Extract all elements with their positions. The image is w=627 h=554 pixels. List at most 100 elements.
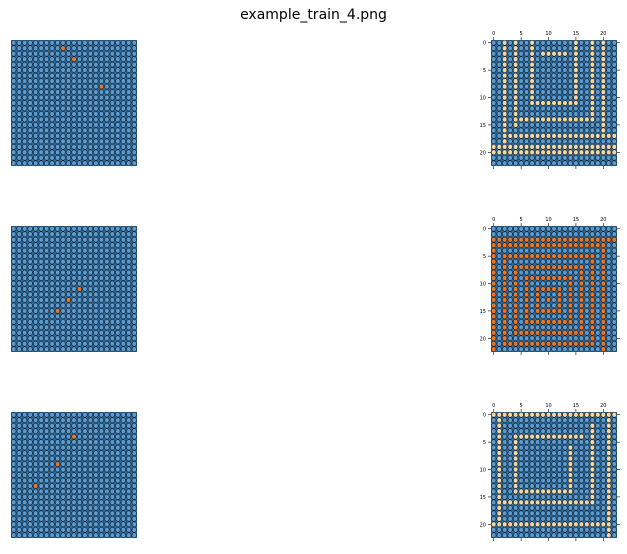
grid-cell <box>491 253 497 259</box>
grid-cell <box>27 466 33 473</box>
grid-cell <box>49 275 55 281</box>
grid-cell <box>600 39 606 46</box>
grid-cell <box>104 236 110 243</box>
grid-cell <box>93 133 99 139</box>
grid-cell <box>11 231 17 237</box>
grid-cell <box>584 330 590 336</box>
grid-cell <box>104 258 110 265</box>
grid-cell <box>82 483 88 489</box>
grid-cell <box>33 56 39 62</box>
grid-cell <box>60 231 66 237</box>
grid-cell <box>11 302 17 309</box>
grid-cell <box>115 297 121 303</box>
grid-cell <box>556 346 563 353</box>
grid-cell <box>115 324 121 331</box>
grid-cell <box>98 50 104 57</box>
x-tick-label: 15 <box>573 217 579 223</box>
grid-cell <box>87 67 93 73</box>
grid-cell <box>589 149 595 156</box>
grid-cell <box>65 433 72 440</box>
grid-cell <box>44 488 50 495</box>
grid-cell <box>562 78 568 84</box>
grid-cell <box>65 494 72 500</box>
grid-cell <box>98 297 104 303</box>
grid-cell <box>551 455 557 462</box>
grid-cell <box>115 341 121 347</box>
grid-cell <box>524 466 530 473</box>
grid-cell <box>589 72 595 79</box>
grid-cell <box>76 433 83 440</box>
grid-cell <box>551 521 557 528</box>
grid-cell <box>44 319 50 325</box>
grid-cell <box>518 155 524 161</box>
grid-cell <box>22 242 28 248</box>
grid-cell <box>578 450 584 456</box>
grid-cell <box>535 439 541 445</box>
grid-cell <box>120 280 126 287</box>
grid-cell <box>44 302 50 309</box>
grid-cell <box>38 247 44 254</box>
grid-cell <box>126 83 132 90</box>
grid-cell <box>589 247 595 254</box>
grid-cell <box>38 264 44 270</box>
grid-cell <box>71 127 77 134</box>
grid-cell <box>606 466 612 473</box>
grid-cell <box>567 138 573 145</box>
grid-cell <box>529 302 535 309</box>
grid-cell <box>98 433 104 440</box>
grid-cell <box>104 72 110 79</box>
grid-cell <box>496 280 502 287</box>
grid-cell <box>606 428 612 434</box>
grid-cell <box>33 286 39 292</box>
grid-cell <box>16 89 22 95</box>
grid-cell <box>584 324 590 331</box>
grid-cell <box>611 319 617 325</box>
grid-cell <box>524 236 530 243</box>
grid-cell <box>513 324 519 331</box>
grid-cell <box>556 39 563 46</box>
grid-cell <box>131 83 137 90</box>
grid-cell <box>496 499 502 506</box>
grid-cell <box>551 160 557 167</box>
grid-cell <box>65 472 72 478</box>
grid-cell <box>578 302 584 309</box>
grid-cell <box>109 411 115 418</box>
grid-cell <box>535 78 541 84</box>
grid-cell <box>491 505 497 511</box>
grid-cell <box>491 521 497 528</box>
grid-cell <box>545 116 552 123</box>
grid-cell <box>573 444 579 451</box>
grid-cell <box>502 144 508 150</box>
grid-cell <box>518 258 524 265</box>
grid-cell <box>126 264 132 270</box>
grid-cell <box>551 488 557 495</box>
grid-cell <box>545 111 552 117</box>
grid-cell <box>584 319 590 325</box>
grid-cell <box>76 231 83 237</box>
grid-cell <box>556 61 563 68</box>
y-tick-label: 10 <box>480 282 486 288</box>
grid-cell <box>60 439 66 445</box>
grid-cell <box>545 72 552 79</box>
grid-cell <box>573 72 579 79</box>
grid-cell <box>93 116 99 123</box>
grid-cell <box>82 411 88 418</box>
grid-cell <box>120 417 126 423</box>
grid-cell <box>120 264 126 270</box>
grid-cell <box>595 72 601 79</box>
grid-cell <box>535 83 541 90</box>
grid-cell <box>524 505 530 511</box>
grid-cell <box>589 439 595 445</box>
grid-cell <box>595 105 601 112</box>
grid-cell <box>60 149 66 156</box>
grid-cell <box>76 324 83 331</box>
x-tick-label: 10 <box>545 403 551 409</box>
grid-cell <box>27 149 33 156</box>
grid-cell <box>22 417 28 423</box>
grid-cell <box>507 499 513 506</box>
grid-cell <box>104 286 110 292</box>
grid-cell <box>109 428 115 434</box>
grid-cell <box>60 133 66 139</box>
grid-cell <box>535 144 541 150</box>
